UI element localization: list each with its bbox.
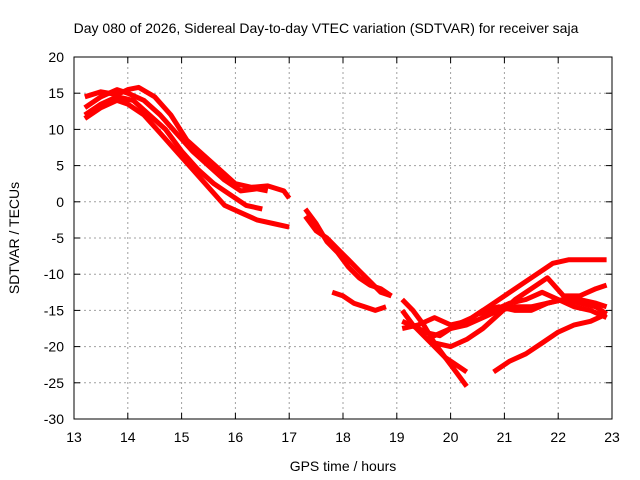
x-tick-label: 21 [497,429,513,445]
series-line-arc-6 [303,214,393,299]
y-axis-label: SDTVAR / TECUs [6,182,22,294]
y-tick-label: 0 [56,194,64,210]
x-axis-label: GPS time / hours [290,458,397,474]
x-tick-label: 15 [174,429,190,445]
series-line-arc-4 [83,97,290,230]
x-tick-label: 18 [335,429,351,445]
x-tick-label: 17 [281,429,297,445]
x-tick-label: 14 [120,429,136,445]
y-tick-label: -10 [44,266,64,282]
x-tick-label: 23 [604,429,620,445]
y-tick-label: -25 [44,375,64,391]
y-tick-label: -15 [44,302,64,318]
grid-layer [74,57,612,419]
series-layer [83,84,608,388]
y-tick-label: -5 [52,230,65,246]
y-tick-label: -20 [44,339,64,355]
y-tick-label: 15 [48,85,64,101]
y-tick-label: 10 [48,121,64,137]
y-tick-label: 5 [56,158,64,174]
chart-title: Day 080 of 2026, Sidereal Day-to-day VTE… [74,20,579,36]
x-tick-label: 19 [389,429,405,445]
series-line-arc-7 [331,289,387,313]
y-tick-label: -30 [44,411,64,427]
x-tick-label: 22 [550,429,566,445]
series-line-arc-12 [423,257,607,339]
series-line-arc-5 [303,207,393,298]
series-line-arc-2 [83,87,269,194]
tick-layer: 13 14 15 16 17 18 19 20 21 22 23 -30 -25 -20 -15 -10 -5 0… [44,49,620,445]
series-line-arc-3 [83,94,263,212]
x-tick-label: 16 [228,429,244,445]
x-tick-label: 13 [66,429,82,445]
series-line-arc-15 [476,289,608,320]
x-tick-label: 20 [443,429,459,445]
series-line-arc-14 [492,311,608,374]
y-tick-label: 20 [48,49,64,65]
series-line-arc-13 [433,275,608,350]
